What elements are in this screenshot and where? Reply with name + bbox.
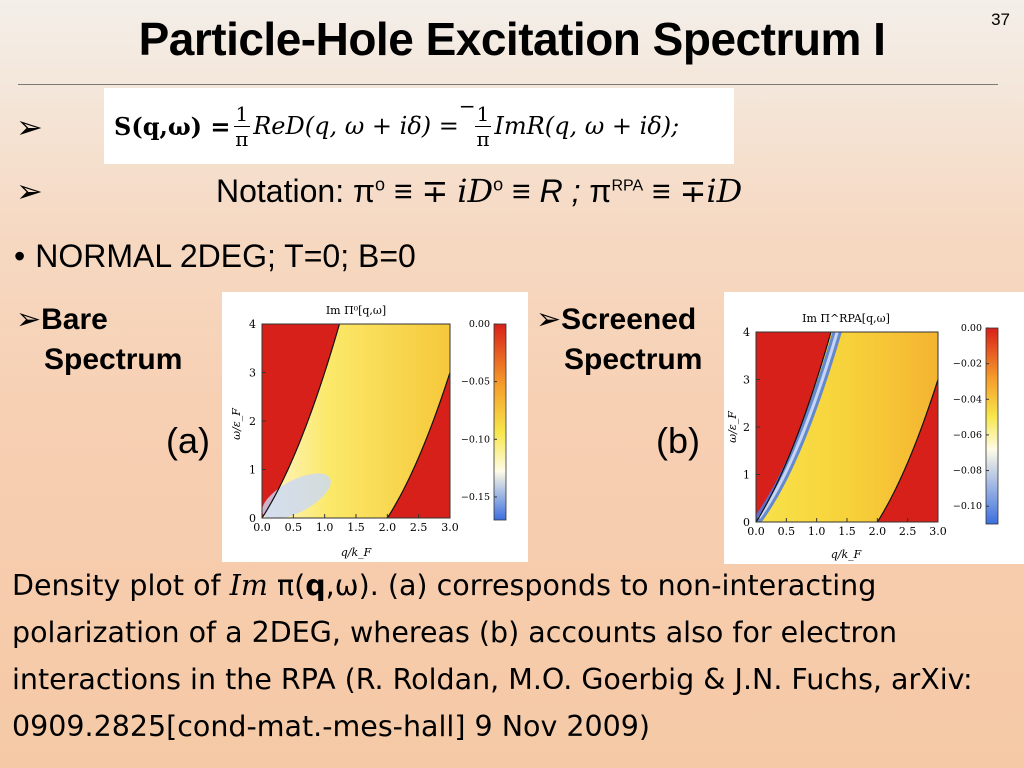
- bullet-arrow-1: ➢: [16, 108, 43, 146]
- y-tick-label: 0: [249, 512, 256, 525]
- colorbar-tick-label: −0.10: [461, 434, 490, 445]
- eq-mid2: ImR(q, ω + iδ);: [494, 112, 680, 140]
- notation-bullet: ➢: [16, 172, 43, 210]
- y-axis-label: ω/ε_F: [230, 408, 243, 440]
- x-tick-label: 2.5: [410, 521, 428, 534]
- arrow-bullet-icon: ➢: [16, 172, 43, 210]
- chart-title: Im Π^RPA[q,ω]: [802, 312, 890, 325]
- y-axis-label: ω/ε_F: [726, 411, 739, 443]
- x-tick-label: 2.0: [869, 525, 887, 538]
- colorbar-tick-label: −0.08: [953, 466, 982, 477]
- upper-boundary-curve: [756, 332, 832, 522]
- continuum-region: [756, 332, 938, 522]
- arrow-bullet-icon: ➢: [536, 302, 562, 337]
- x-tick-label: 2.0: [379, 521, 397, 534]
- arrow-bullet-icon: ➢: [16, 302, 42, 337]
- arrow-bullet-icon: ➢: [16, 108, 43, 146]
- y-tick-label: 1: [743, 469, 750, 482]
- upper-boundary-curve: [262, 324, 341, 518]
- panel-a-label: (a): [166, 420, 210, 461]
- y-tick-label: 2: [743, 421, 750, 434]
- lower-boundary-curve: [386, 372, 450, 518]
- screened-spectrum-label: ➢Screened Spectrum: [536, 302, 703, 376]
- low-energy-peak: [262, 473, 331, 518]
- eq-minus: −: [458, 94, 476, 118]
- x-tick-label: 0.5: [778, 525, 796, 538]
- plasmon-branch-core: [757, 332, 839, 519]
- figure-b-screened: Im Π^RPA[q,ω] 0.0 0.5 1.0 1.5 2.0 2.5 3.0 0 1 2 3 4…: [724, 292, 1024, 564]
- lower-boundary-curve: [876, 379, 938, 522]
- x-tick-label: 3.0: [929, 525, 947, 538]
- x-tick-label: 1.5: [838, 525, 856, 538]
- dot-bullet-icon: •: [14, 238, 26, 274]
- bare-spectrum-label: ➢Bare Spectrum: [16, 302, 183, 376]
- colorbar-tick-label: −0.15: [461, 492, 490, 503]
- x-axis-label: q/k_F: [831, 548, 862, 561]
- y-tick-label: 3: [249, 367, 256, 380]
- x-tick-label: 0.0: [747, 525, 765, 538]
- notation-label: Notation:: [216, 173, 353, 209]
- colorbar-tick-label: −0.05: [461, 377, 490, 388]
- colorbar: [985, 327, 999, 525]
- x-tick-label: 0.5: [285, 521, 303, 534]
- x-axis-label: q/k_F: [341, 546, 372, 559]
- y-tick-label: 4: [249, 318, 256, 331]
- normal-2deg-text: NORMAL 2DEG; T=0; B=0: [35, 238, 416, 274]
- colorbar-tick-label: −0.06: [953, 430, 982, 441]
- eq-lhs: S(q,ω) =: [114, 111, 231, 141]
- figure-a-bare: Im Π⁰[q,ω] 0.0 0.5 1.0 1.5 2.0 2.5 3.0 0 1 2 3 4 q/…: [222, 292, 528, 562]
- y-tick-label: 4: [743, 326, 750, 339]
- y-tick-label: 3: [743, 374, 750, 387]
- x-tick-label: 0.0: [253, 521, 271, 534]
- continuum-region: [262, 324, 450, 518]
- figure-caption: Density plot of Im π(q,ω). (a) correspon…: [12, 569, 973, 743]
- colorbar-tick-label: −0.02: [953, 359, 982, 370]
- colorbar: [493, 323, 507, 521]
- eq-mid1: ReD(q, ω + iδ) =: [253, 112, 459, 140]
- bare-spectrum-heatmap: Im Π⁰[q,ω] 0.0 0.5 1.0 1.5 2.0 2.5 3.0 0 1 2 3 4 q/…: [230, 304, 507, 559]
- colorbar-tick-label: 0.00: [469, 319, 490, 330]
- x-tick-label: 1.0: [316, 521, 334, 534]
- page-number: 37: [991, 10, 1010, 29]
- x-tick-label: 2.5: [899, 525, 917, 538]
- y-tick-label: 0: [743, 516, 750, 529]
- colorbar-tick-label: 0.00: [961, 323, 982, 334]
- x-tick-label: 1.5: [347, 521, 365, 534]
- notation-line: Notation: πo ≡ ∓ iDo ≡ R ; πRPA ≡ ∓iD: [216, 172, 743, 210]
- title-divider: [18, 84, 998, 85]
- chart-title: Im Π⁰[q,ω]: [326, 304, 386, 317]
- panel-b-label: (b): [656, 420, 700, 461]
- x-tick-label: 1.0: [808, 525, 826, 538]
- slide-title: Particle-Hole Excitation Spectrum I: [138, 13, 886, 65]
- normal-2deg-bullet: • NORMAL 2DEG; T=0; B=0: [14, 238, 416, 275]
- y-tick-label: 2: [249, 415, 256, 428]
- screened-spectrum-heatmap: Im Π^RPA[q,ω] 0.0 0.5 1.0 1.5 2.0 2.5 3.0 0 1 2 3 4…: [726, 312, 999, 561]
- x-tick-label: 3.0: [441, 521, 459, 534]
- colorbar-tick-label: −0.10: [953, 501, 982, 512]
- y-tick-label: 1: [249, 464, 256, 477]
- colorbar-tick-label: −0.04: [953, 394, 982, 405]
